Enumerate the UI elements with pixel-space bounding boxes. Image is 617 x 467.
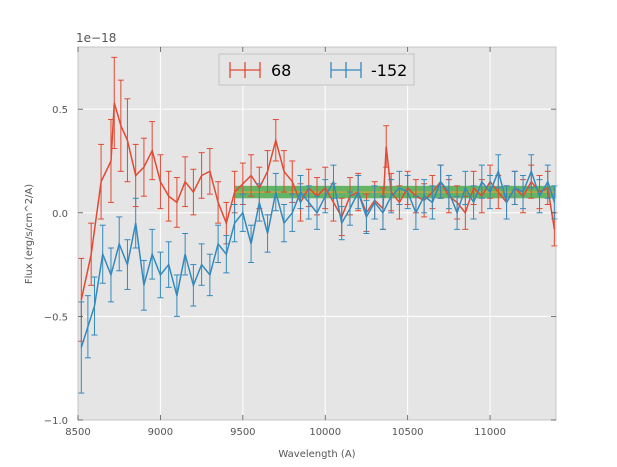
legend-swatch-minus152 [330, 62, 362, 78]
y-axis-ticks: −1.0 −0.5 0.0 0.5 [44, 105, 556, 427]
legend-label-68: 68 [271, 61, 291, 80]
y-tick-label: −1.0 [44, 416, 68, 427]
legend-label-minus152: -152 [371, 61, 407, 80]
y-tick-label: −0.5 [44, 312, 68, 323]
y-axis-label: Flux (erg/s/cm^2/A) [24, 184, 35, 284]
y-offset-label: 1e−18 [76, 31, 116, 45]
plot-background [78, 47, 556, 420]
legend-swatch-68 [229, 62, 261, 78]
x-tick-label: 9000 [148, 427, 173, 438]
x-tick-label: 10000 [309, 427, 341, 438]
x-tick-label: 8500 [65, 427, 90, 438]
legend: 68 -152 [218, 53, 415, 86]
series-minus152 [78, 154, 558, 394]
x-tick-label: 10500 [392, 427, 424, 438]
series-line [80, 102, 556, 300]
y-tick-label: 0.5 [52, 105, 68, 116]
plot-frame [77, 46, 557, 421]
series-line [80, 168, 556, 348]
x-tick-label: 9500 [230, 427, 255, 438]
x-axis-ticks: 8500 9000 9500 10000 10500 11000 [65, 47, 506, 438]
x-tick-label: 11000 [474, 427, 506, 438]
series-layer [78, 56, 558, 394]
y-tick-label: 0.0 [52, 209, 68, 220]
x-axis-label: Wavelength (A) [278, 449, 355, 460]
